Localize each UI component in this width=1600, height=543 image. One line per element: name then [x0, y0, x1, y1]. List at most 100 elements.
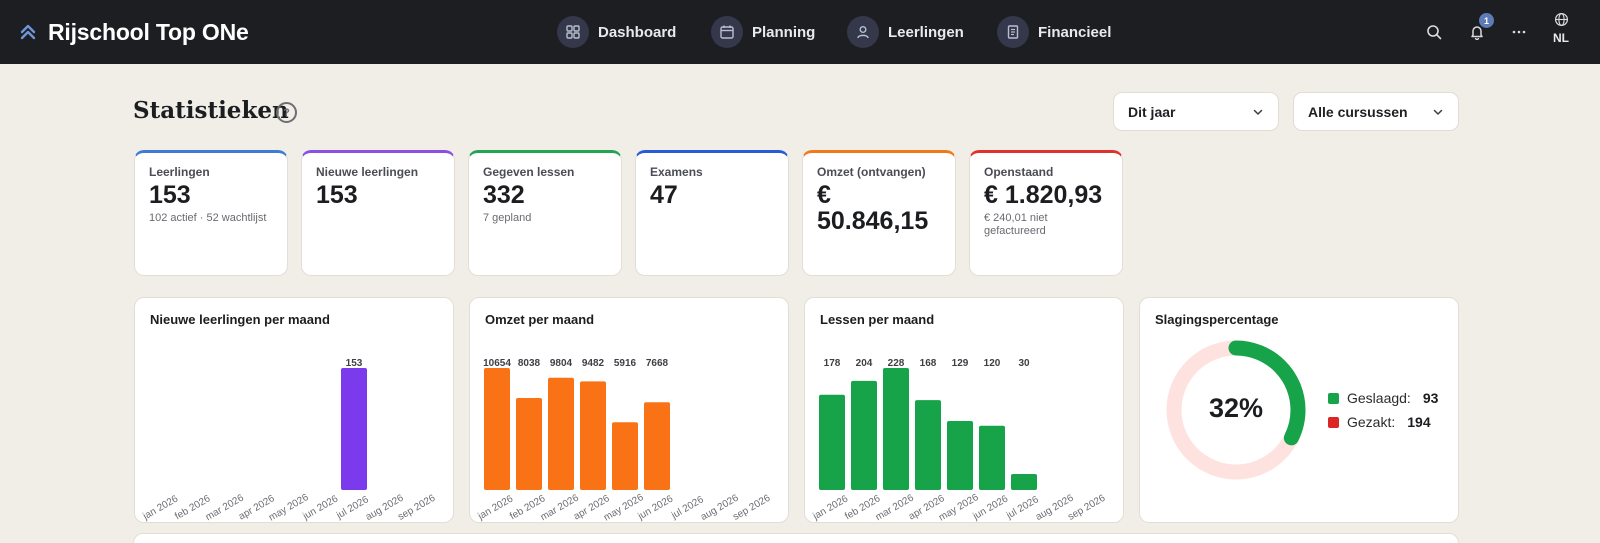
- user-icon: [847, 16, 879, 48]
- help-icon[interactable]: ?: [276, 102, 297, 123]
- kpi-value: € 50.846,15: [817, 181, 929, 235]
- x-tick-label: jan 2026: [811, 493, 851, 522]
- double-chevron-up-icon: [20, 24, 36, 40]
- bar-value-label: 9482: [582, 358, 605, 369]
- chevron-down-icon: [1433, 109, 1443, 115]
- language-switch[interactable]: NL: [1548, 12, 1574, 52]
- brand[interactable]: Rijschool Top ONe: [18, 16, 249, 48]
- nav-planning[interactable]: Planning: [711, 15, 815, 49]
- bar-mar-2026: [548, 377, 574, 490]
- page-title: Statistieken: [133, 97, 289, 124]
- nav-planning-label: Planning: [752, 23, 816, 41]
- bar-may-2026: [612, 422, 638, 490]
- period-select[interactable]: Dit jaar: [1113, 92, 1279, 131]
- bar-value-label: 228: [888, 358, 905, 369]
- bar-apr-2026: [580, 381, 606, 490]
- legend-value: 194: [1407, 414, 1431, 430]
- period-select-value: Dit jaar: [1128, 103, 1176, 120]
- nav-financieel[interactable]: Financieel: [997, 15, 1111, 49]
- chart-nieuwe-leerlingen-per-maand: Nieuwe leerlingen per maand jan 2026 feb …: [134, 297, 454, 524]
- legend-label: Gezakt:: [1347, 414, 1396, 430]
- bar-jun-2026: [644, 402, 670, 490]
- language-code: NL: [1553, 31, 1569, 45]
- bar-value-label: 9804: [550, 358, 573, 369]
- document-icon: [997, 16, 1029, 48]
- kpi-label: Nieuwe leerlingen: [316, 165, 419, 179]
- nav-leerlingen[interactable]: Leerlingen: [847, 15, 964, 49]
- bar-value-label: 178: [824, 358, 841, 369]
- search-button[interactable]: [1422, 20, 1446, 44]
- chart-title: Slagingspercentage: [1155, 312, 1279, 327]
- bar-value-label: 120: [984, 358, 1001, 369]
- nav-leerlingen-label: Leerlingen: [888, 23, 964, 41]
- bar-value-label: 153: [346, 358, 363, 369]
- bar-jan-2026: [484, 368, 510, 490]
- kpi-card-openstaand: Openstaand € 1.820,93 € 240,01 niet gefa…: [969, 150, 1123, 276]
- bar-value-label: 5916: [614, 358, 637, 369]
- bar-value-label: 168: [920, 358, 937, 369]
- more-dots-icon: [1512, 30, 1526, 34]
- bar-mar-2026: [883, 368, 909, 490]
- kpi-value: 332: [483, 181, 525, 209]
- legend-item-gezakt: Gezakt: 194: [1328, 414, 1431, 430]
- bar-feb-2026: [516, 397, 542, 490]
- more-menu-button[interactable]: [1507, 20, 1531, 44]
- bar-apr-2026: [915, 400, 941, 490]
- top-bar: Rijschool Top ONe Dashboard Planning Lee…: [0, 0, 1600, 64]
- bar-feb-2026: [851, 380, 877, 490]
- nav-dashboard-label: Dashboard: [598, 23, 677, 41]
- kpi-subtext: 102 actief · 52 wachtlijst: [149, 212, 267, 224]
- chevron-down-icon: [1253, 109, 1263, 115]
- kpi-value: 47: [650, 181, 678, 209]
- chart-title: Lessen per maand: [820, 312, 935, 327]
- globe-icon: [1554, 12, 1568, 27]
- nav-financieel-label: Financieel: [1038, 23, 1112, 41]
- bar-jun-2026: [979, 425, 1005, 490]
- pass-rate-donut: [1166, 340, 1306, 480]
- course-select-value: Alle cursussen: [1308, 103, 1408, 120]
- kpi-label: Omzet (ontvangen): [817, 165, 926, 179]
- donut-arc-geslaagd: [1166, 340, 1306, 480]
- x-tick-label: jan 2026: [476, 493, 516, 522]
- chart-title: Omzet per maand: [485, 312, 595, 327]
- kpi-label: Openstaand: [984, 165, 1054, 179]
- bell-icon: [1471, 26, 1483, 40]
- bar-jul-2026: [1011, 473, 1037, 490]
- kpi-card-examens: Examens 47: [635, 150, 789, 276]
- bar-value-label: 8038: [518, 358, 541, 369]
- kpi-subtext: € 240,01 niet gefactureerd: [984, 212, 1048, 237]
- bar-may-2026: [947, 420, 973, 490]
- search-icon: [1427, 25, 1442, 40]
- kpi-subtext: 7 gepland: [483, 212, 532, 224]
- kpi-value: € 1.820,93: [984, 181, 1103, 209]
- kpi-label: Examens: [650, 165, 703, 179]
- kpi-label: Leerlingen: [149, 165, 210, 179]
- bar-value-label: 30: [1018, 358, 1030, 369]
- bar-value-label: 7668: [646, 358, 669, 369]
- legend-swatch: [1328, 416, 1339, 428]
- legend-value: 93: [1422, 390, 1439, 406]
- kpi-value: 153: [149, 181, 191, 209]
- chart-title: Nieuwe leerlingen per maand: [150, 312, 330, 327]
- kpi-card-nieuwe-leerlingen: Nieuwe leerlingen 153: [301, 150, 455, 276]
- x-tick-label: jan 2026: [141, 493, 181, 522]
- bar-value-label: 129: [952, 358, 969, 369]
- bar-jan-2026: [819, 394, 845, 490]
- notifications-button[interactable]: [1465, 20, 1489, 44]
- legend-item-geslaagd: Geslaagd: 93: [1328, 390, 1438, 406]
- pass-rate-percentage: 32%: [1208, 393, 1264, 423]
- bar-jul-2026: [341, 368, 367, 490]
- kpi-value: 153: [316, 181, 358, 209]
- notification-badge: 1: [1479, 13, 1494, 28]
- kpi-card-gegeven-lessen: Gegeven lessen 332 7 gepland: [468, 150, 622, 276]
- course-select[interactable]: Alle cursussen: [1293, 92, 1459, 131]
- chart-omzet-per-maand: Omzet per maand 10654 jan 2026 8038 feb 202…: [469, 297, 789, 524]
- legend-swatch: [1328, 392, 1339, 404]
- app-title: Rijschool Top ONe: [48, 18, 249, 45]
- bar-value-label: 204: [856, 358, 873, 369]
- kpi-card-omzet: Omzet (ontvangen) € 50.846,15: [802, 150, 956, 276]
- next-section-card: [133, 533, 1459, 543]
- nav-dashboard[interactable]: Dashboard: [557, 15, 676, 49]
